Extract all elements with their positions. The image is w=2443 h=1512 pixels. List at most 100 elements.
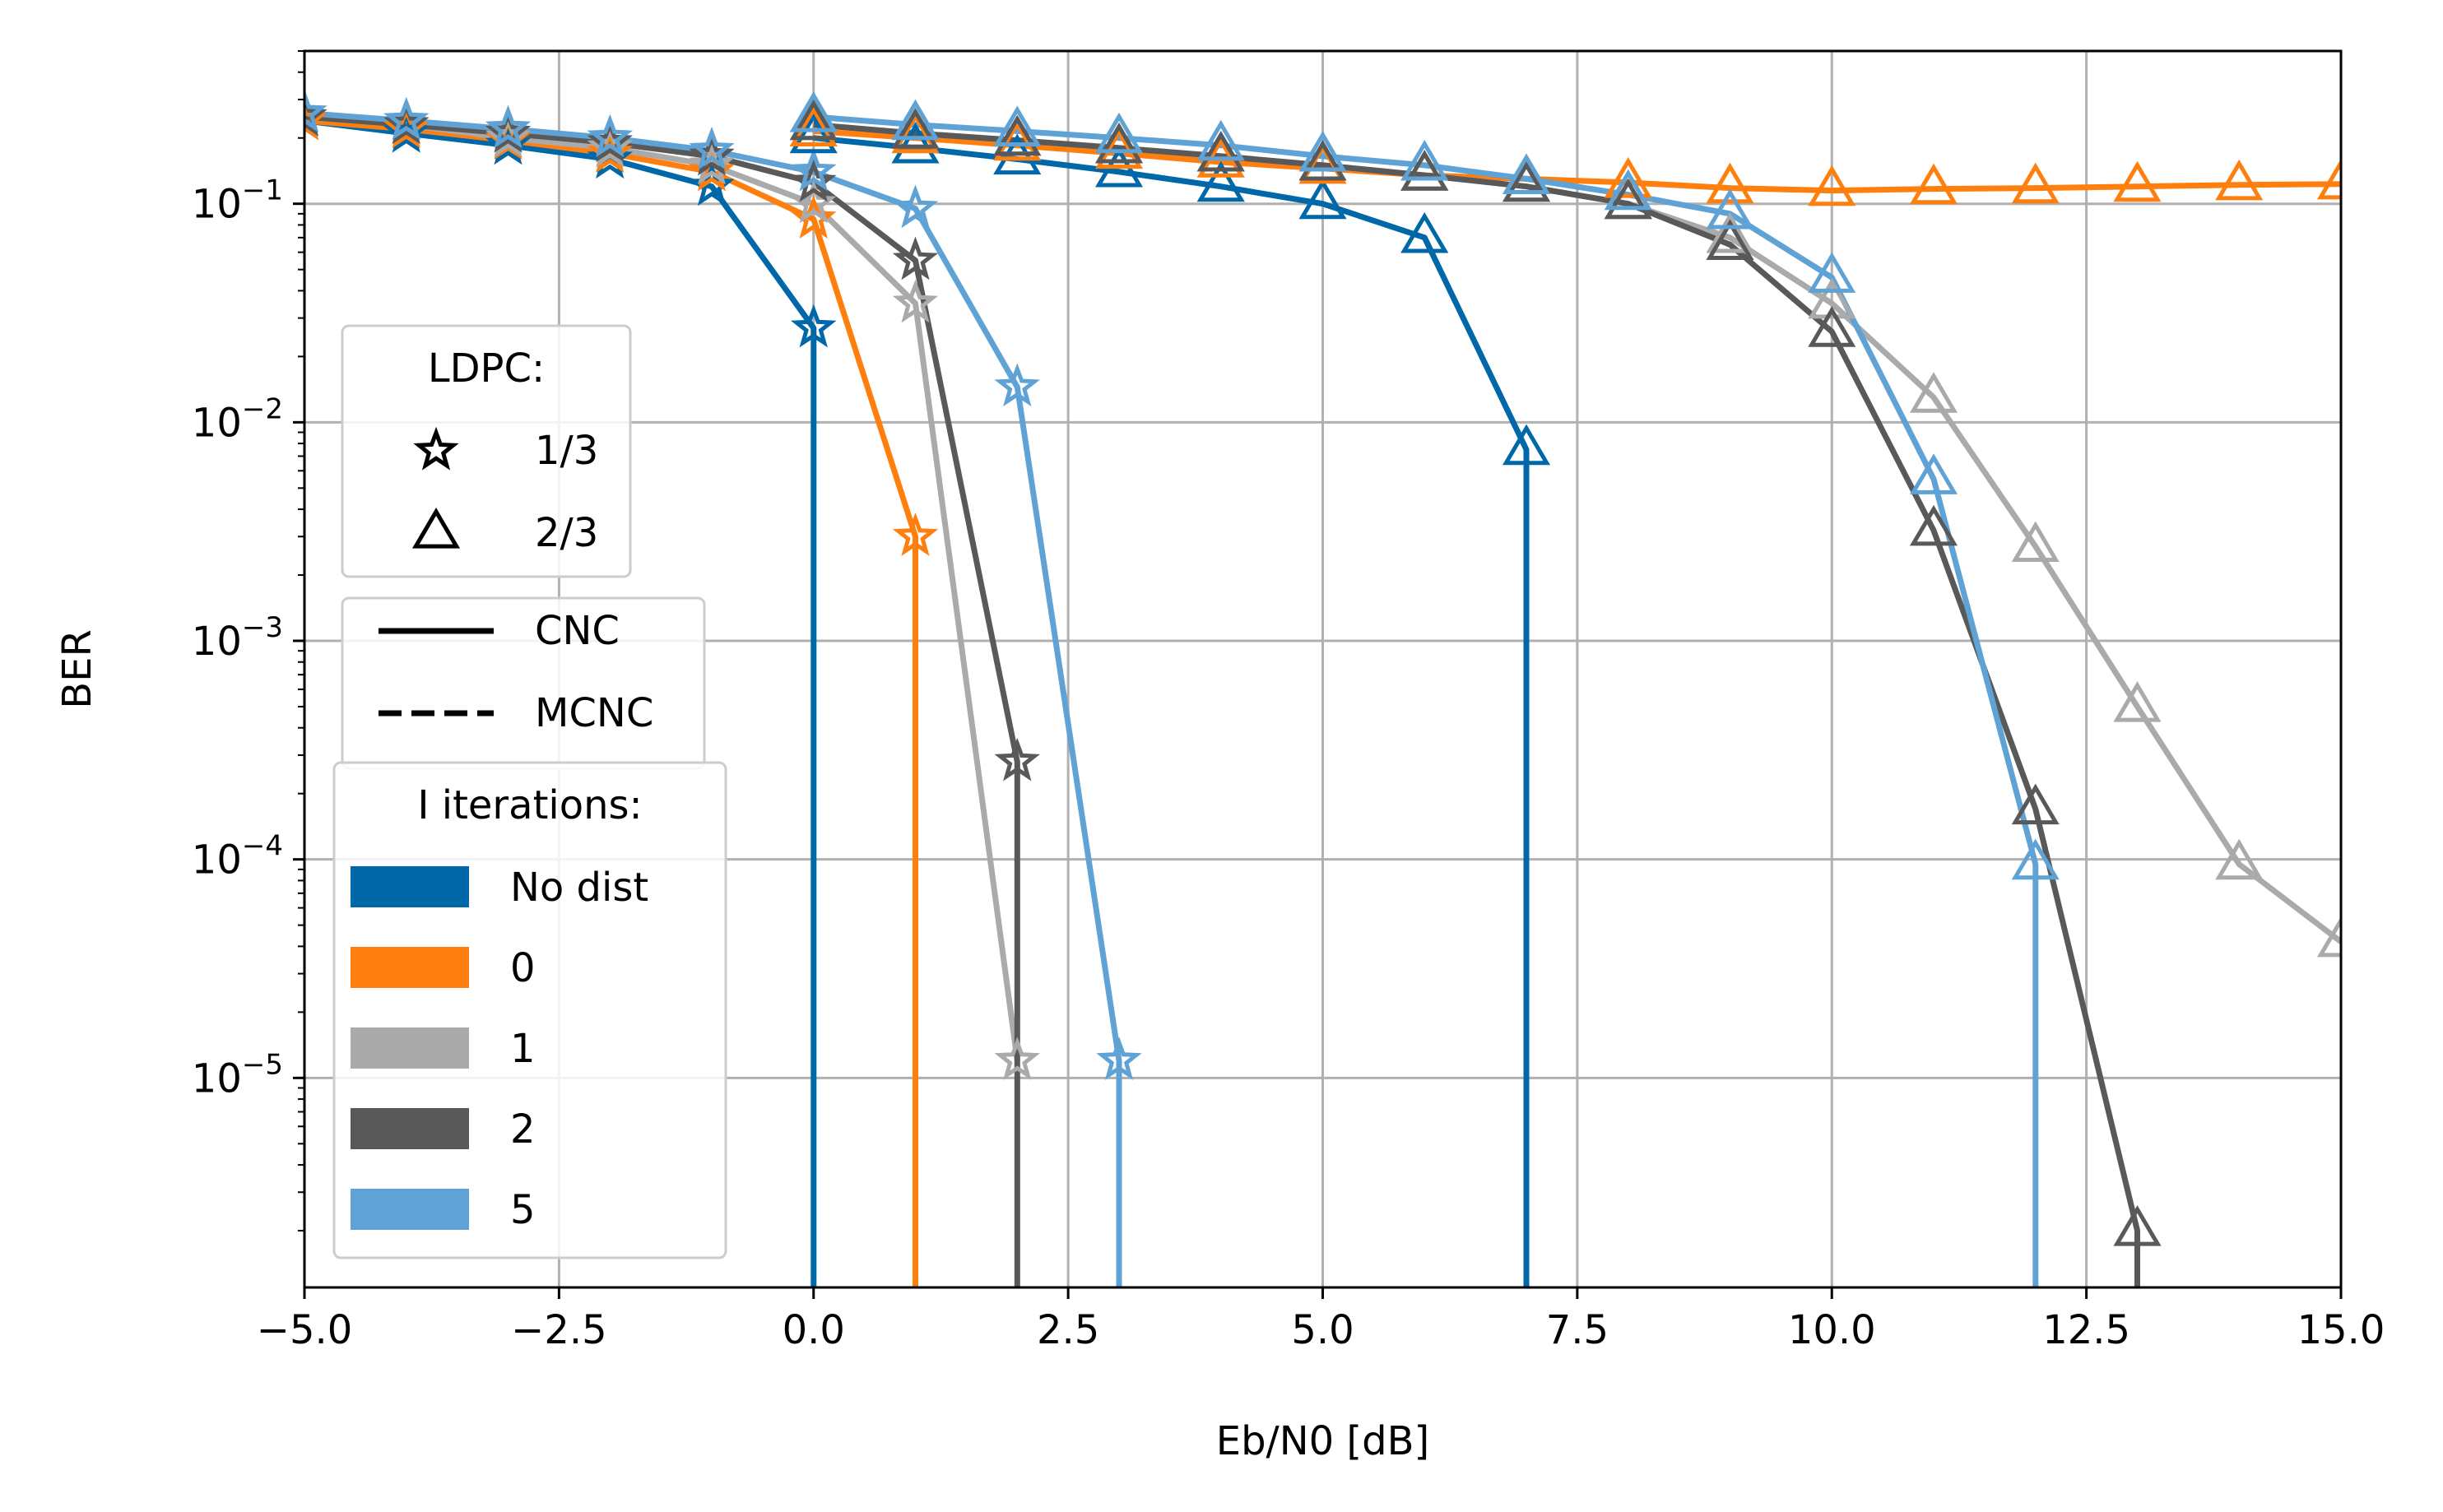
x-tick-label: 15.0 xyxy=(2297,1307,2385,1353)
star-marker xyxy=(1096,1037,1142,1080)
triangle-marker xyxy=(2113,160,2162,202)
legend-title: LDPC: xyxy=(428,346,545,392)
triangle-marker xyxy=(1604,178,1652,220)
star-marker xyxy=(790,304,837,348)
x-tick-label: 0.0 xyxy=(783,1307,845,1353)
y-tick-label: 10−5 xyxy=(192,1048,283,1102)
triangle-marker xyxy=(1196,160,1245,202)
triangle-marker xyxy=(1604,169,1652,211)
star-marker xyxy=(304,89,327,132)
series-line-0-rate-1-3 xyxy=(304,118,918,1287)
triangle-marker xyxy=(789,112,838,154)
y-tick-label: 10−3 xyxy=(192,611,283,665)
legend-box xyxy=(341,596,706,770)
star-marker xyxy=(790,158,837,202)
triangle-marker xyxy=(2011,521,2060,562)
y-axis-label: BER xyxy=(54,629,100,709)
triangle-marker xyxy=(1094,112,1144,154)
triangle-marker xyxy=(1909,453,1958,494)
triangle-marker xyxy=(1706,162,1754,204)
star-marker xyxy=(892,513,939,556)
triangle-marker xyxy=(1502,424,1551,466)
triangle-marker xyxy=(1808,277,1856,319)
triangle-marker xyxy=(1808,252,1856,293)
triangle-marker xyxy=(993,114,1042,156)
legend-label: CNC xyxy=(535,608,620,654)
y-axis-ticks: 10−5 10−4 10−3 10−2 10−1 xyxy=(192,174,304,1102)
legend-star-icon xyxy=(413,426,459,471)
series-markers xyxy=(304,89,2341,1246)
legend-color-patch xyxy=(351,1108,469,1149)
legend-title: I iterations: xyxy=(417,782,642,828)
x-axis-ticks: −5.0 −2.5 0.0 2.5 5.0 7.5 10.0 12.5 15.0 xyxy=(257,1287,2385,1353)
triangle-marker xyxy=(2113,1205,2162,1246)
x-tick-label: −2.5 xyxy=(511,1307,607,1353)
triangle-marker xyxy=(891,112,940,154)
legend-box xyxy=(341,324,632,578)
legend-label: 2 xyxy=(510,1106,536,1153)
series-line-5-rate-2-3 xyxy=(813,114,2039,1287)
legend-label: 2/3 xyxy=(535,510,598,556)
triangle-marker xyxy=(1502,153,1551,194)
triangle-marker xyxy=(2011,838,2060,880)
legend-triangle-icon xyxy=(411,508,461,549)
plot-area xyxy=(304,89,2341,1287)
star-marker xyxy=(892,236,939,281)
legend-color-patch xyxy=(351,947,469,988)
star-marker xyxy=(587,114,633,158)
series-line-no-dist-rate-2-3 xyxy=(813,135,1530,1287)
star-marker xyxy=(892,184,939,229)
triangle-marker xyxy=(2011,783,2060,825)
star-marker xyxy=(383,96,430,141)
triangle-marker xyxy=(1298,130,1347,172)
triangle-marker xyxy=(1808,165,1856,206)
y-tick-label: 10−4 xyxy=(192,830,283,884)
legend-label: 1/3 xyxy=(535,428,598,474)
triangle-marker xyxy=(2215,838,2264,880)
star-marker xyxy=(994,363,1041,407)
triangle-marker xyxy=(891,108,940,149)
triangle-marker xyxy=(1909,504,1958,546)
legend-color-patch xyxy=(351,1189,469,1230)
star-marker xyxy=(790,195,837,239)
legend-2: CNC MCNC xyxy=(341,596,706,770)
triangle-marker xyxy=(891,99,940,141)
star-marker xyxy=(892,279,939,323)
triangle-marker xyxy=(2113,681,2162,722)
triangle-marker xyxy=(2316,916,2341,958)
legend-color-patch xyxy=(351,1027,469,1069)
triangle-marker xyxy=(993,105,1042,146)
star-marker xyxy=(790,147,837,192)
triangle-marker xyxy=(1196,130,1245,172)
x-tick-label: −5.0 xyxy=(257,1307,353,1353)
legend-3: I iterations: No dist 0 1 2 5 xyxy=(332,761,727,1259)
x-axis-label: Eb/N0 [dB] xyxy=(1216,1418,1430,1464)
legend-label: No dist xyxy=(510,865,648,911)
triangle-marker xyxy=(1298,178,1347,220)
triangle-marker xyxy=(2316,158,2341,200)
legend-label: MCNC xyxy=(535,690,653,736)
triangle-marker xyxy=(993,119,1042,161)
triangle-marker xyxy=(1094,122,1144,164)
triangle-marker xyxy=(789,99,838,141)
star-marker xyxy=(689,126,735,170)
legend-label: 5 xyxy=(510,1187,536,1233)
legend-label: 1 xyxy=(510,1026,536,1072)
triangle-marker xyxy=(1502,160,1551,202)
triangle-marker xyxy=(1400,211,1449,253)
legend-color-patch xyxy=(351,866,469,907)
x-tick-label: 12.5 xyxy=(2042,1307,2130,1353)
star-marker xyxy=(994,737,1041,782)
triangle-marker xyxy=(1400,139,1449,181)
triangle-marker xyxy=(2011,162,2060,204)
triangle-marker xyxy=(1706,211,1754,253)
triangle-marker xyxy=(1298,139,1347,181)
triangle-marker xyxy=(789,91,838,132)
triangle-marker xyxy=(1400,150,1449,191)
triangle-marker xyxy=(1909,163,1958,205)
series-line-2-rate-2-3 xyxy=(813,122,2140,1287)
x-tick-label: 7.5 xyxy=(1546,1307,1609,1353)
y-tick-label: 10−1 xyxy=(192,174,283,228)
legend-label: 0 xyxy=(510,945,536,991)
triangle-marker xyxy=(1196,119,1245,161)
